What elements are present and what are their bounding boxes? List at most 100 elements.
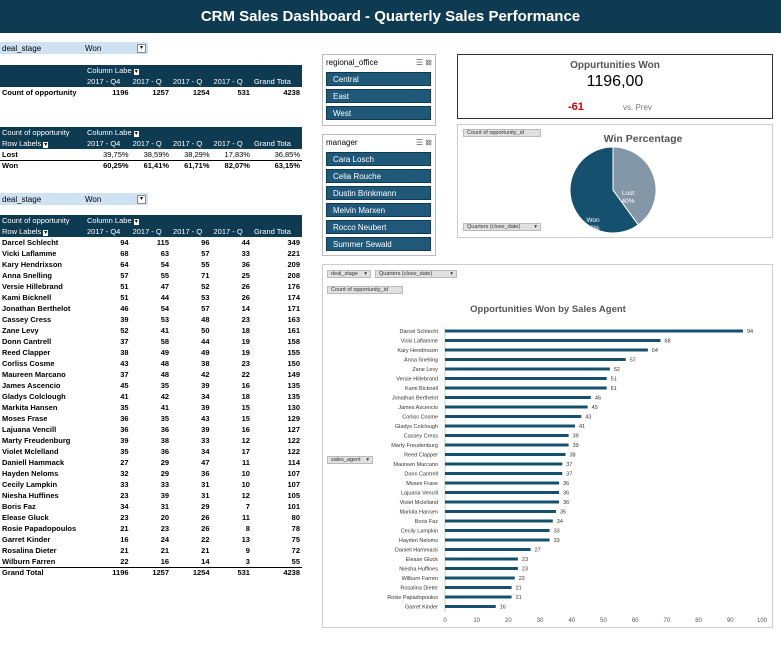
row-label: Wilburn Farren [2, 556, 56, 566]
value-cell: 38,29% [184, 149, 210, 159]
data-label: 36 [563, 481, 569, 487]
field-button-count[interactable]: Count of opportunity_id [327, 286, 403, 294]
slicer-title: manager [326, 137, 358, 147]
category-label: Violet Mclelland [400, 500, 438, 506]
row-label: Elease Gluck [2, 513, 49, 522]
clear-filter-icon[interactable]: ⊠ [425, 137, 432, 147]
filter-dropdown-icon[interactable]: ▾ [137, 43, 146, 53]
slicer-header: manager ☰ ⊠ [323, 135, 435, 149]
bar [445, 329, 743, 333]
value-cell: 48 [201, 315, 210, 324]
filter-dropdown-icon[interactable]: ▾ [133, 131, 139, 137]
row-labels-header[interactable]: Row Labels ▾ [0, 138, 85, 149]
filter-dropdown-icon[interactable]: ▾ [133, 69, 139, 75]
value-cell: 12 [241, 491, 250, 500]
pie-svg: Lost 40% Won 60% [569, 146, 657, 234]
pie-slice-won [569, 146, 639, 234]
field-button-label: Count of opportunity_id [331, 287, 388, 293]
column-header: Grand Tota [251, 226, 302, 237]
column-labels-header[interactable]: Column Labe ▾ [85, 127, 302, 138]
value-cell: 54 [160, 304, 170, 313]
value-cell: 26 [201, 513, 210, 522]
slicer-item-summer-sewald[interactable]: Summer Sewald [326, 237, 431, 251]
table-row: Donn Cantrell 37 58 44 19 158 [0, 336, 302, 347]
row-labels-header[interactable]: Row Labels ▾ [0, 226, 85, 237]
row-label: Kami Bicknell [2, 293, 52, 302]
row-label: Markita Hansen [2, 403, 58, 412]
lost-label: Lost [622, 190, 634, 197]
dropdown-icon[interactable]: ▾ [534, 224, 537, 230]
table-row: Reed Clapper 38 49 49 19 155 [0, 347, 302, 358]
value-cell: 163 [287, 315, 300, 324]
data-label: 33 [554, 529, 560, 535]
bar [445, 557, 518, 561]
filter-icon[interactable]: ▾ [450, 271, 453, 277]
axis-field-button-quarters[interactable]: Quarters (close_date) ▾ [463, 223, 541, 231]
table-row: Violet Mclelland 35 36 34 17 122 [0, 446, 302, 457]
table-row: Versie Hillebrand 51 47 52 26 176 [0, 281, 302, 292]
row-label: Grand Total [0, 566, 85, 578]
slicer-item-dustin-brinkmann[interactable]: Dustin Brinkmann [326, 186, 431, 200]
slicer-item-celia-rouche[interactable]: Celia Rouche [326, 169, 431, 183]
blank-cell [0, 65, 85, 76]
row-label: Lajuana Vencill [2, 425, 57, 434]
row-label: Maureen Marcano [2, 370, 66, 379]
data-label: 23 [522, 567, 528, 573]
slicer-item-east[interactable]: East [326, 89, 431, 103]
value-cell: 22 [120, 556, 129, 566]
slicer-item-west[interactable]: West [326, 106, 431, 120]
value-cell: 135 [287, 381, 300, 390]
field-button-count[interactable]: Count of opportunity_id [463, 129, 541, 137]
table-row: Rosie Papadopoulos 21 23 26 8 78 [0, 523, 302, 534]
value-cell: 15 [241, 414, 250, 423]
axis-field-button-sales-agent[interactable]: sales_agent ▾ [327, 456, 373, 464]
multi-select-icon[interactable]: ☰ [415, 57, 424, 67]
table-row: Rosalina Dieter 21 21 21 9 72 [0, 545, 302, 556]
filter-dropdown-icon[interactable]: ▾ [137, 194, 146, 204]
value-cell: 48 [160, 370, 170, 379]
value-cell: 33 [160, 480, 170, 489]
filter-dropdown-icon[interactable]: ▾ [43, 230, 49, 236]
slicer-item-cara-losch[interactable]: Cara Losch [326, 152, 431, 166]
filter-icon[interactable]: ▾ [364, 271, 367, 277]
clear-filter-icon[interactable]: ⊠ [425, 57, 432, 67]
filter-dropdown-icon[interactable]: ▾ [43, 142, 49, 148]
category-label: Rosalina Dieter [400, 586, 438, 592]
table-row: Anna Snelling 57 55 71 25 208 [0, 270, 302, 281]
bar [445, 348, 648, 352]
data-label: 41 [579, 424, 585, 430]
filter-dropdown-icon[interactable]: ▾ [133, 219, 139, 225]
table-row: Won 60,25% 61,41% 61,71% 82,07% 63,15% [0, 160, 302, 171]
multi-select-icon[interactable]: ☰ [415, 137, 424, 147]
value-cell: 34 [201, 392, 210, 401]
report-filter-deal-stage[interactable]: deal_stage Won ▾ [0, 42, 148, 54]
filter-value: Won [85, 194, 102, 204]
value-cell: 39 [201, 403, 210, 412]
slicer-item-central[interactable]: Central [326, 72, 431, 86]
value-cell: 161 [287, 326, 300, 335]
category-label: Garret Kinder [405, 605, 438, 611]
value-cell: 208 [287, 271, 300, 280]
dropdown-icon[interactable]: ▾ [366, 457, 369, 463]
x-tick-label: 10 [473, 618, 480, 624]
bar [445, 510, 556, 513]
column-labels-header[interactable]: Column Labe ▾ [85, 65, 302, 76]
row-label: James Ascencio [2, 381, 61, 390]
value-cell: 4238 [251, 566, 302, 578]
column-header: 2017 - Q [130, 138, 172, 149]
category-label: Lajuana Vencill [401, 491, 438, 497]
row-label: Reed Clapper [2, 348, 51, 357]
filter-button-quarters[interactable]: Quarters (close_date) ▾ [375, 270, 457, 278]
value-cell: 57 [201, 304, 210, 313]
report-filter-deal-stage-2[interactable]: deal_stage Won ▾ [0, 193, 148, 205]
filter-button-deal-stage[interactable]: deal_stage ▾ [327, 270, 371, 278]
slicer-item-melvin-marxen[interactable]: Melvin Marxen [326, 203, 431, 217]
column-labels-header[interactable]: Column Labe ▾ [85, 215, 302, 226]
value-cell: 531 [237, 88, 250, 97]
col-label-text: Column Labe [87, 66, 132, 75]
slicer-item-rocco-neubert[interactable]: Rocco Neubert [326, 220, 431, 234]
value-cell: 39 [120, 315, 129, 324]
data-label: 37 [566, 462, 572, 468]
dashboard-title: CRM Sales Dashboard - Quarterly Sales Pe… [0, 0, 781, 33]
